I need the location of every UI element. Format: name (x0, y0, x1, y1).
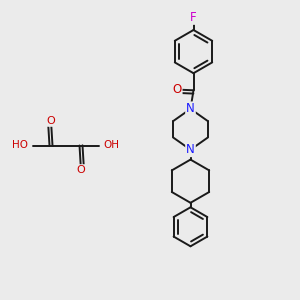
Text: O: O (172, 83, 182, 96)
Text: N: N (186, 102, 195, 116)
Text: N: N (186, 143, 195, 156)
Text: F: F (190, 11, 197, 24)
Text: HO: HO (13, 140, 28, 151)
Text: OH: OH (103, 140, 119, 151)
Text: O: O (46, 116, 56, 126)
Text: O: O (76, 165, 85, 175)
